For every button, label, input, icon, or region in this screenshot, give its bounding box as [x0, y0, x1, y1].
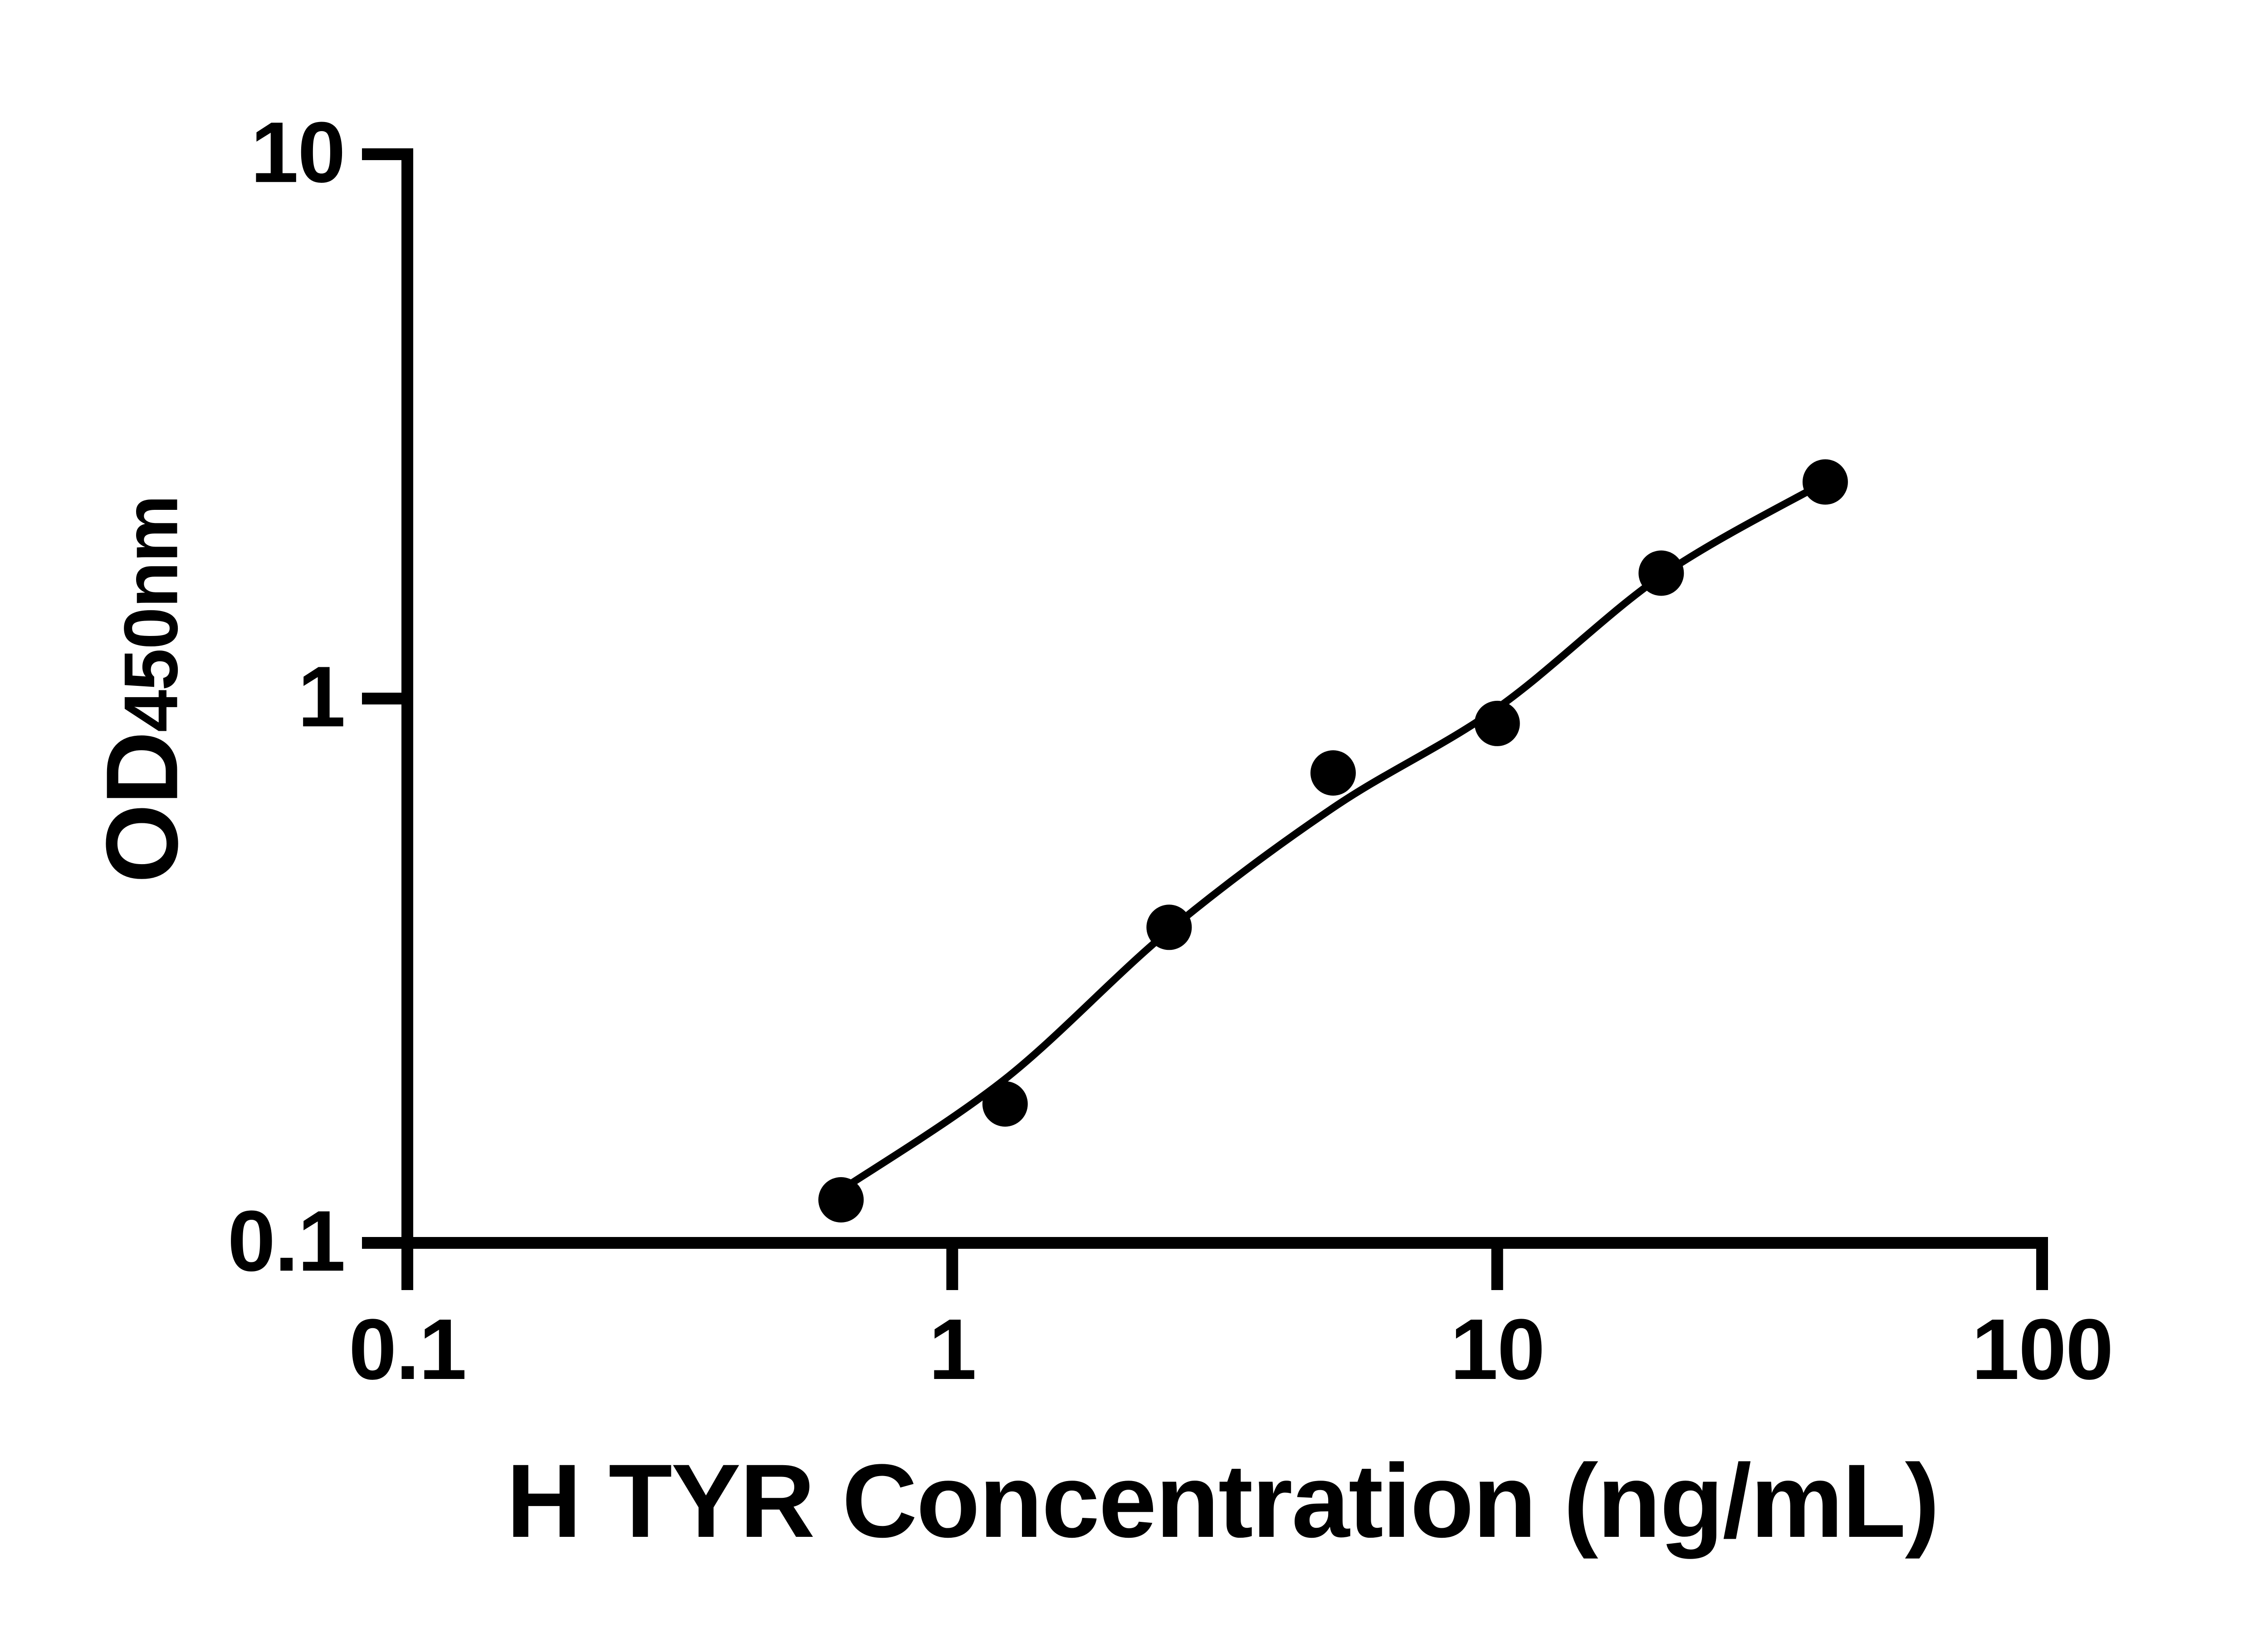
data-point-marker	[1310, 750, 1356, 796]
data-point-marker	[1802, 459, 1848, 505]
data-point-marker	[818, 1177, 864, 1222]
data-point-marker	[1146, 905, 1192, 950]
y-axis-title: OD450nm	[85, 495, 199, 883]
x-tick-label-1: 1	[929, 1301, 977, 1398]
y-tick-label-10: 10	[250, 104, 345, 201]
data-point-marker	[1474, 700, 1520, 746]
y-axis-title-sub: 450nm	[108, 495, 194, 733]
x-axis-title: H TYR Concentration (ng/mL)	[506, 1442, 1940, 1559]
y-tick-label-1: 1	[298, 649, 346, 745]
data-point-marker	[1638, 550, 1684, 596]
x-tick-label-10: 10	[1450, 1301, 1545, 1398]
x-tick-label-0.1: 0.1	[348, 1301, 467, 1398]
y-axis-title-main: OD	[84, 732, 199, 884]
y-tick-label-0.1: 0.1	[227, 1193, 346, 1290]
x-tick-label-100: 100	[1971, 1301, 2113, 1398]
data-point-marker	[982, 1081, 1028, 1127]
